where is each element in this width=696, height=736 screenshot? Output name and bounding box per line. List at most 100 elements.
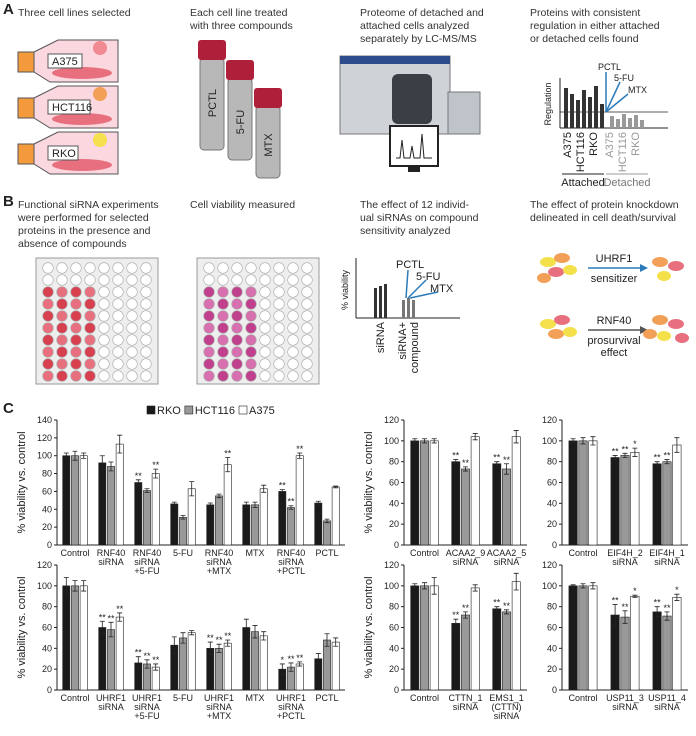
significance: ** [621,444,629,454]
bar [107,629,115,691]
x-tick-label: Control [410,693,439,703]
x-tick-label: RNF40 siRNA [97,548,126,567]
compound-label: MTX [430,283,454,295]
caption-line: Three cell lines selected [18,7,131,19]
error-bar [144,659,150,669]
caption-line: or detached cells found [530,33,639,45]
y-axis-label: % viability vs. control [363,431,375,533]
significance: ** [654,453,662,463]
error-bar [494,461,500,467]
well [231,358,243,370]
significance: ** [612,446,620,456]
y-tick-label: 120 [542,415,557,425]
well [259,346,271,358]
bar [451,623,461,691]
error-bar [72,580,78,592]
cell-line-label: HCT116 [617,132,629,172]
well [231,346,243,358]
bar [410,440,420,546]
well [56,370,68,382]
well [203,346,215,358]
x-tick-label: CTTN_1 siRNA [448,693,482,712]
panel-label: B [3,193,14,210]
bar [511,581,521,691]
bar [323,639,331,691]
bar [588,585,598,691]
x-tick-label: UHRF1 siRNA +PCTL [276,693,306,721]
significance: ** [452,610,460,620]
well [98,334,110,346]
y-axis-label: % viability vs. control [363,576,375,678]
well [70,262,82,274]
well [203,286,215,298]
bar [451,461,461,546]
error-bar [654,461,660,467]
y-tick-label: 120 [37,433,52,443]
well [273,346,285,358]
caption-line: Cell viability measured [190,199,295,211]
compound-label: 5-FU [416,271,441,283]
error-bar [252,501,258,508]
error-bar [153,663,159,671]
y-tick-label: 40 [42,504,52,514]
well [245,274,257,286]
error-bar [243,618,249,637]
y-tick-label: 40 [389,498,399,508]
error-bar [135,479,141,486]
well [245,358,257,370]
well [217,370,229,382]
compound-label: PCTL [598,62,621,72]
flasks: A375 HCT116 RKO [17,39,119,175]
error-bar [108,621,114,638]
y-tick-label: 120 [384,560,399,570]
well [273,358,285,370]
y-tick-label: 20 [42,522,52,532]
well [301,286,313,298]
well [231,298,243,310]
significance: * [633,586,637,596]
error-bar [513,430,519,444]
well [98,310,110,322]
error-bar [189,481,195,497]
well [203,370,215,382]
y-tick-label: 60 [42,623,52,633]
bar [134,482,143,546]
group-label: siRNA+ [397,322,409,360]
x-tick-label: UHRF1 siRNA +5-FU [132,693,162,721]
bar [568,440,578,546]
well [259,262,271,274]
group-label: siRNA [375,321,387,353]
error-bar [472,433,478,441]
x-tick-label: RNF40 siRNA +PCTL [277,548,306,576]
well [273,262,285,274]
legend-swatch [184,405,194,415]
significance: * [633,439,637,449]
y-tick-label: 0 [394,685,399,695]
significance: * [675,585,679,595]
well [245,262,257,274]
error-bar [189,630,195,636]
effect-label: prosurvival [587,335,640,347]
y-tick-label: 60 [547,478,557,488]
well [217,286,229,298]
significance: ** [107,613,115,623]
well [98,358,110,370]
error-bar [570,584,576,588]
well [84,358,96,370]
significance: ** [462,603,470,613]
legend-swatch [238,405,248,415]
well [112,346,124,358]
bar [242,504,251,546]
y-tick-label: 120 [37,560,52,570]
well [140,286,152,298]
well [126,298,138,310]
well [84,298,96,310]
caption-line: regulation in either attached [530,20,660,32]
protein-label: RNF40 [597,315,632,327]
y-tick-label: 20 [389,519,399,529]
well [42,298,54,310]
well [301,298,313,310]
well [301,334,313,346]
error-bar [288,505,294,510]
